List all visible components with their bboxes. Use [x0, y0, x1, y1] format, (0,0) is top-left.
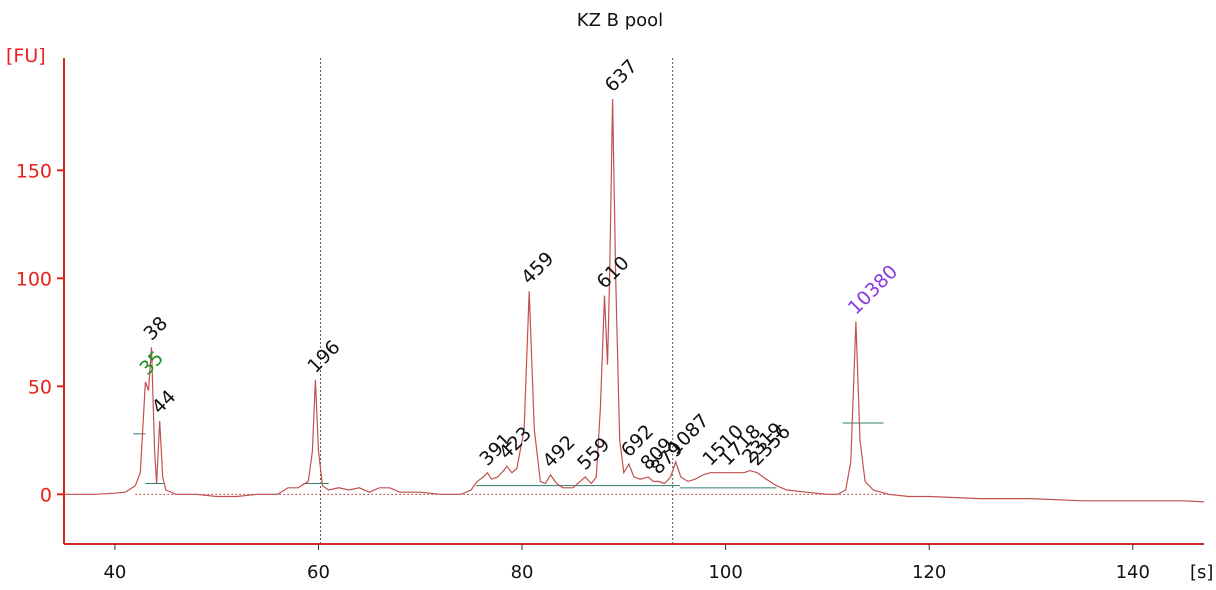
y-tick-label: 50 — [28, 376, 52, 398]
chart-title: KZ B pool — [577, 10, 663, 31]
x-tick-label: 40 — [103, 562, 126, 583]
peak-label-459: 459 — [517, 248, 558, 289]
y-tick-label: 100 — [16, 268, 52, 290]
y-axis-label: [FU] — [6, 45, 46, 67]
peak-label-492: 492 — [538, 431, 579, 472]
marker-lines — [320, 58, 674, 544]
y-ticks: 0 50 100 150 — [16, 160, 64, 506]
x-tick-label: 60 — [307, 562, 330, 583]
peak-labels: 3538441963914234594925596106376928098791… — [135, 55, 902, 479]
peak-label-35: 35 — [135, 347, 168, 380]
x-ticks: 40 60 80 100 120 140 — [103, 544, 1150, 583]
peak-label-610: 610 — [592, 252, 633, 293]
x-tick-label: 80 — [511, 562, 534, 583]
peak-label-559: 559 — [573, 433, 614, 474]
peak-label-10380: 10380 — [844, 261, 902, 319]
x-tick-label: 120 — [912, 562, 946, 583]
y-tick-label: 0 — [40, 484, 52, 506]
x-tick-label: 100 — [708, 562, 742, 583]
peak-label-196: 196 — [303, 336, 344, 377]
peak-label-38: 38 — [140, 312, 173, 345]
peak-label-637: 637 — [601, 55, 642, 96]
y-tick-label: 150 — [16, 160, 52, 182]
fluorescence-trace — [64, 98, 1205, 503]
x-tick-label: 140 — [1116, 562, 1150, 583]
x-axis-label: [s] — [1190, 562, 1213, 583]
